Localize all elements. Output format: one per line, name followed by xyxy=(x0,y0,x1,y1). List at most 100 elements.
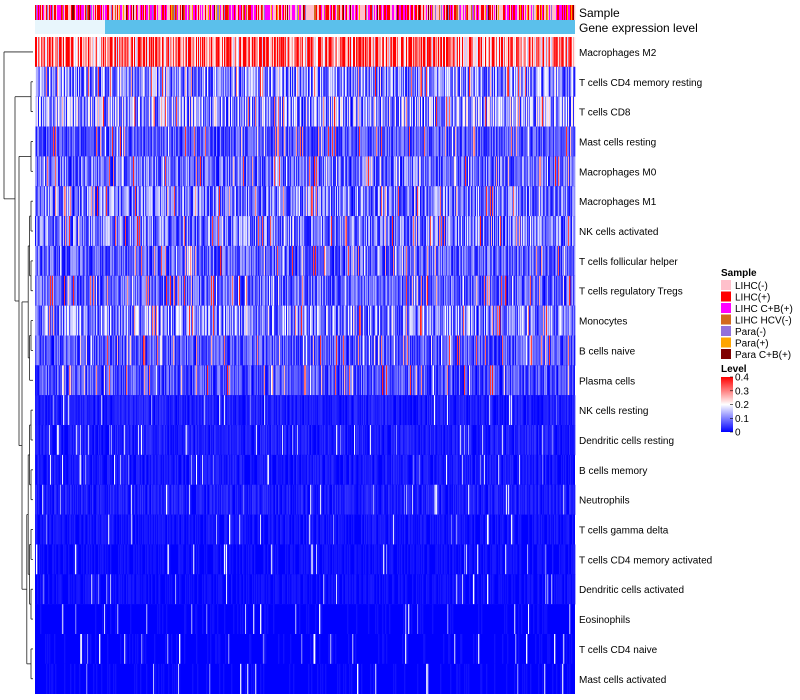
heatmap-cell xyxy=(359,245,361,277)
heatmap-cell xyxy=(458,186,460,217)
heatmap-cell xyxy=(89,126,91,157)
heatmap-cell xyxy=(410,96,412,127)
sample-annotation-cell xyxy=(180,5,182,20)
heatmap-cell xyxy=(322,216,324,247)
heatmap-cell xyxy=(440,156,442,187)
heatmap-cell xyxy=(57,37,59,68)
heatmap-cell xyxy=(156,66,158,97)
heatmap-cell xyxy=(62,96,64,127)
heatmap-cell xyxy=(188,126,190,157)
heatmap-cell xyxy=(103,126,105,157)
sample-annotation-cell xyxy=(226,5,228,20)
heatmap-cell xyxy=(541,156,543,187)
heatmap-cell xyxy=(221,186,223,217)
sample-annotation-cell xyxy=(219,5,221,20)
sample-annotation-cell xyxy=(159,5,161,20)
heatmap-cell xyxy=(243,275,245,306)
sample-annotation-cell xyxy=(140,5,142,20)
heatmap-cell xyxy=(314,216,316,247)
sample-annotation-cell xyxy=(187,5,189,20)
heatmap-cell xyxy=(495,96,497,127)
heatmap-cell xyxy=(390,186,392,217)
heatmap-cell xyxy=(275,245,277,277)
heatmap-cell xyxy=(306,156,308,187)
heatmap-cell xyxy=(389,96,391,127)
heatmap-cell xyxy=(117,156,119,187)
heatmap-cell xyxy=(250,216,252,247)
heatmap-cell xyxy=(359,186,361,217)
heatmap-cell xyxy=(533,126,535,157)
heatmap-cell xyxy=(460,66,462,97)
sample-annotation-cell xyxy=(322,5,324,20)
heatmap-cell xyxy=(326,186,328,217)
heatmap-cell xyxy=(208,275,210,306)
heatmap-cell xyxy=(353,126,355,157)
heatmap-cell xyxy=(160,96,162,127)
heatmap-cell xyxy=(525,66,527,97)
heatmap-cell xyxy=(295,186,297,217)
heatmap-cell xyxy=(504,156,506,187)
sample-annotation-cell xyxy=(136,5,138,20)
heatmap-cell xyxy=(368,216,370,247)
heatmap-cell xyxy=(310,156,312,187)
heatmap-cell xyxy=(285,275,287,306)
heatmap-cell xyxy=(116,66,118,97)
heatmap-cell xyxy=(124,66,126,97)
heatmap-cell xyxy=(432,245,434,277)
sample-annotation-cell xyxy=(328,5,330,20)
heatmap-cell xyxy=(330,126,332,157)
sample-annotation-cell xyxy=(147,5,149,20)
heatmap-cell xyxy=(236,275,238,306)
heatmap-cell xyxy=(136,275,138,306)
sample-annotation-cell xyxy=(376,5,378,20)
heatmap-cell xyxy=(363,37,365,68)
heatmap-cell xyxy=(189,96,191,127)
heatmap-cell xyxy=(182,126,184,157)
sample-annotation-cell xyxy=(183,5,185,20)
heatmap-cell xyxy=(416,96,418,127)
heatmap-cell xyxy=(432,66,434,97)
heatmap-cell xyxy=(289,96,291,127)
heatmap-cell xyxy=(171,126,173,157)
heatmap-cell xyxy=(206,126,208,157)
heatmap-cell xyxy=(527,216,529,247)
heatmap-cell xyxy=(301,245,303,277)
heatmap-cell xyxy=(272,245,274,277)
sample-annotation-cell xyxy=(373,5,375,20)
heatmap-cell xyxy=(297,37,299,68)
heatmap-cell xyxy=(388,245,390,277)
heatmap-cell xyxy=(132,216,134,247)
heatmap-cell xyxy=(323,186,325,217)
heatmap-cell xyxy=(342,126,344,157)
heatmap-cell xyxy=(266,186,268,217)
heatmap-cell xyxy=(514,126,516,157)
heatmap-cell xyxy=(251,275,253,306)
sample-annotation-cell xyxy=(303,5,305,20)
heatmap-cell xyxy=(348,126,350,157)
heatmap-cell xyxy=(442,96,444,127)
sample-annotation-cell xyxy=(458,5,460,20)
heatmap-cell xyxy=(351,245,353,277)
heatmap-cell xyxy=(353,186,355,217)
heatmap-cell xyxy=(326,126,328,157)
sample-annotation-cell xyxy=(571,5,573,20)
heatmap-cell xyxy=(176,37,178,68)
heatmap-cell xyxy=(100,96,102,127)
heatmap-cell xyxy=(46,156,48,187)
heatmap-cell xyxy=(182,245,184,277)
heatmap-cell xyxy=(37,37,39,68)
heatmap-cell xyxy=(457,66,459,97)
heatmap-cell xyxy=(306,96,308,127)
heatmap-cell xyxy=(184,156,186,187)
heatmap-cell xyxy=(61,275,63,306)
heatmap-cell xyxy=(131,66,133,97)
heatmap-cell xyxy=(82,186,84,217)
heatmap-cell xyxy=(383,245,385,277)
heatmap-cell xyxy=(271,37,273,68)
heatmap-cell xyxy=(91,126,93,157)
heatmap-cell xyxy=(212,186,214,217)
heatmap-cell xyxy=(493,37,495,68)
heatmap-cell xyxy=(294,66,296,97)
heatmap-cell xyxy=(531,126,533,157)
heatmap-cell xyxy=(263,66,265,97)
